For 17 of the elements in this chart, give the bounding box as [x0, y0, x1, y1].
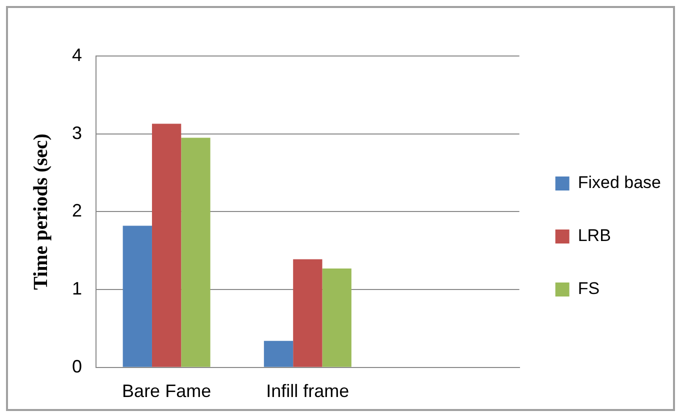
legend-label: LRB — [578, 226, 611, 246]
legend-label: Fixed base — [578, 173, 662, 192]
x-tick-label: Infill frame — [266, 381, 350, 402]
bar — [181, 138, 210, 367]
bar — [122, 226, 152, 367]
legend-label: FS — [578, 279, 600, 298]
y-tick-label: 1 — [72, 278, 82, 299]
x-tick-label: Bare Fame — [122, 381, 212, 402]
y-tick-label: 4 — [72, 44, 82, 65]
y-axis-title: Time periods (sec) — [30, 134, 52, 290]
y-tick-label: 3 — [72, 122, 82, 143]
bar — [152, 124, 182, 367]
bar — [293, 259, 322, 367]
bar — [322, 268, 352, 367]
bar — [264, 340, 294, 367]
y-tick-label: 2 — [72, 200, 82, 221]
y-tick-label: 0 — [72, 356, 82, 376]
